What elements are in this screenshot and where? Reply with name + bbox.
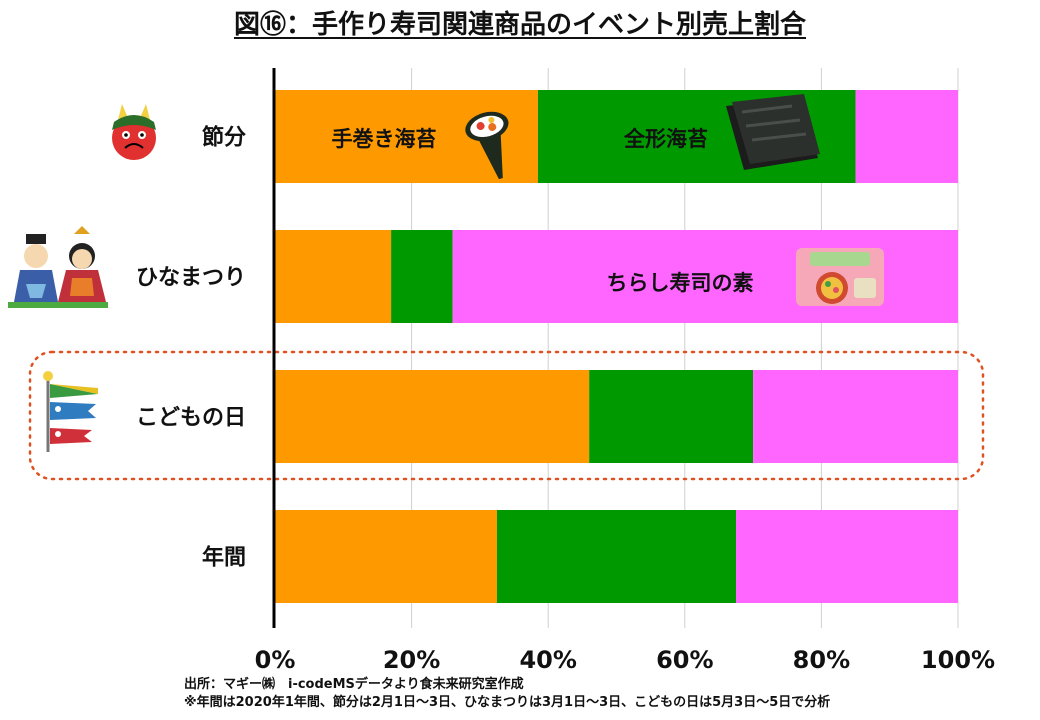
category-label: 節分 <box>202 125 246 151</box>
hina-dolls-icon <box>8 226 108 308</box>
x-tick-label: 40% <box>519 646 576 674</box>
bar-segment <box>589 370 754 463</box>
x-tick-label: 20% <box>383 646 440 674</box>
oni-icon <box>112 104 156 160</box>
highlight-box <box>28 350 985 481</box>
source-line-2: ※年間は2020年1年間、節分は2月1日～3日、ひなまつりは3月1日～3日、こど… <box>184 695 831 710</box>
bar-segment <box>736 510 958 603</box>
source-line-1: 出所：マギー㈱ i-codeMSデータより食未来研究室作成 <box>184 677 524 692</box>
source-note: 出所：マギー㈱ i-codeMSデータより食未来研究室作成 ※年間は2020年1… <box>184 676 830 712</box>
x-tick-label: 100% <box>921 646 995 674</box>
category-label: 年間 <box>202 545 246 571</box>
nori-sheet-icon <box>726 94 820 170</box>
bar-segment <box>753 370 958 463</box>
x-tick-label: 80% <box>793 646 850 674</box>
category-label: ひなまつり <box>136 266 246 291</box>
series-label: 全形海苔 <box>623 127 708 151</box>
category-label: こどもの日 <box>136 406 246 431</box>
bar-segment <box>496 510 737 603</box>
koinobori-icon <box>43 371 98 452</box>
bar-segment <box>855 90 958 183</box>
bar-segment <box>391 230 453 323</box>
bar-segment <box>275 370 590 463</box>
bar-segment <box>275 230 392 323</box>
chart-title: 図⑯：手作り寿司関連商品のイベント別売上割合 <box>233 10 806 40</box>
chirashi-package-icon <box>796 248 884 306</box>
series-label: 手巻き海苔 <box>332 127 437 151</box>
x-tick-label: 0% <box>255 646 296 674</box>
bar-segment <box>275 510 497 603</box>
series-label: ちらし寿司の素 <box>607 271 754 295</box>
temaki-sushi-icon <box>465 111 509 180</box>
x-tick-label: 60% <box>656 646 713 674</box>
